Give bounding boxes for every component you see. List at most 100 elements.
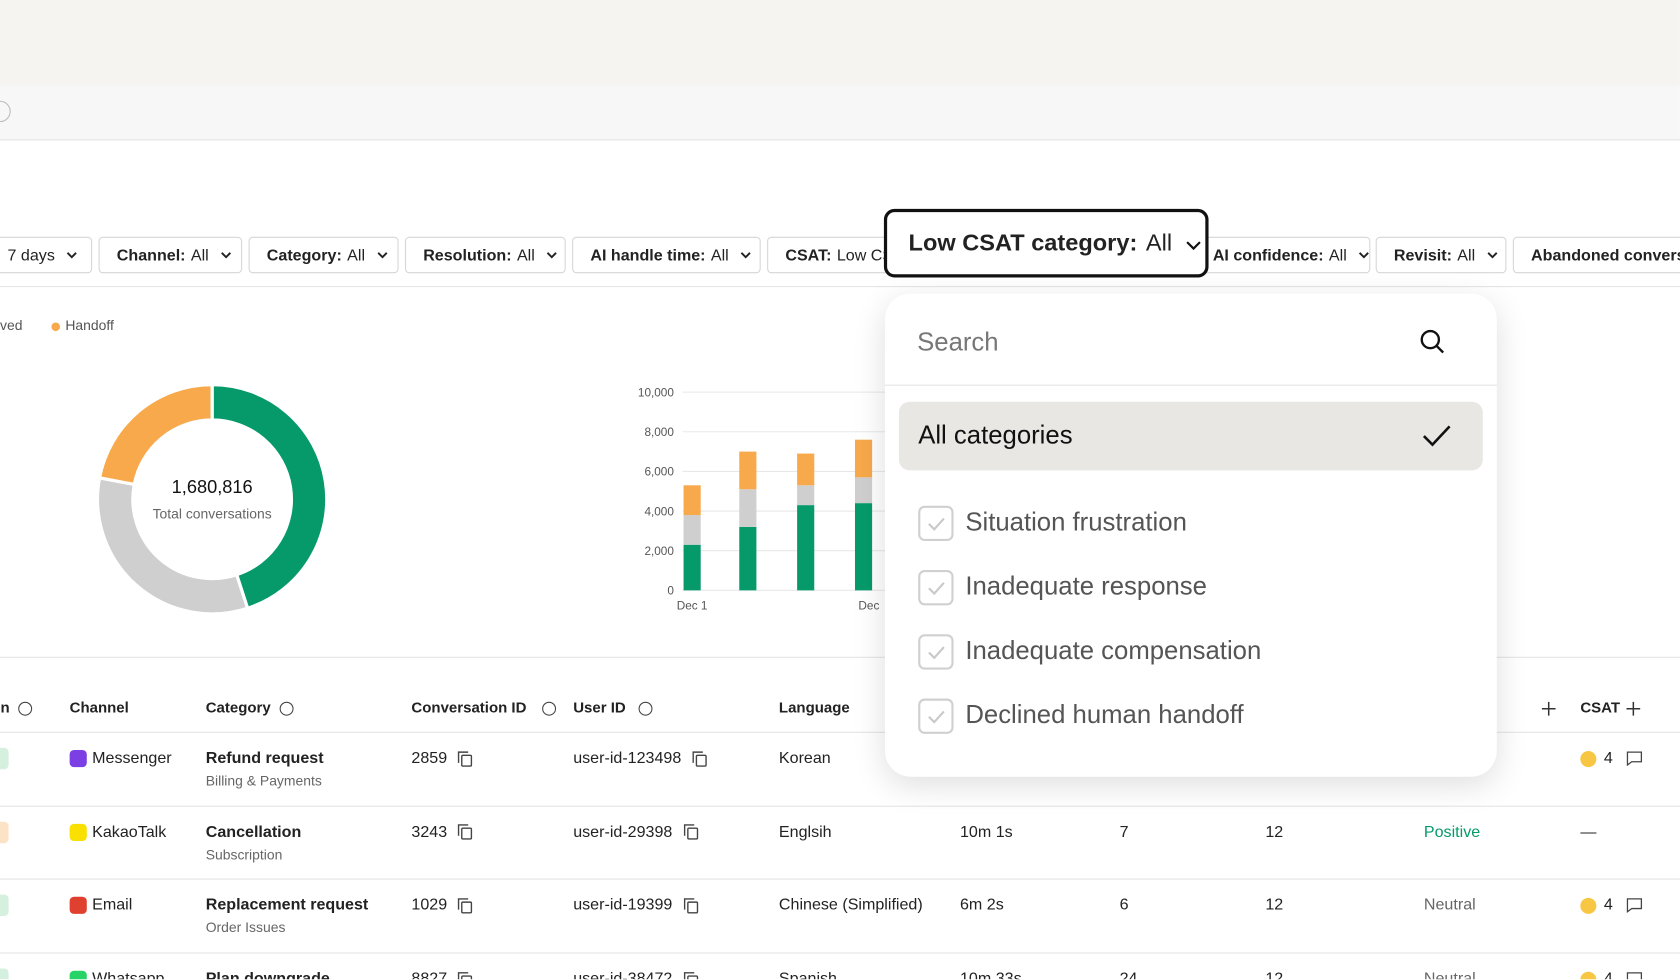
comment-icon[interactable] xyxy=(1627,751,1643,767)
bar-segment xyxy=(797,505,815,591)
donut-total: 1,680,816 xyxy=(172,477,253,497)
copy-icon[interactable] xyxy=(458,750,473,767)
subcategory: Billing & Payments xyxy=(205,772,322,789)
comment-icon[interactable] xyxy=(1627,972,1643,980)
option[interactable]: Declined human handoff xyxy=(885,694,1497,737)
option[interactable]: Inadequate response xyxy=(885,566,1497,609)
check-icon xyxy=(928,646,945,660)
subcategory: Subscription xyxy=(205,846,283,863)
info-icon xyxy=(638,701,653,716)
copy-icon[interactable] xyxy=(683,971,698,980)
legend-label: Resolved xyxy=(0,317,23,334)
low-csat-filter[interactable]: Low CSAT category: All xyxy=(883,208,1209,278)
bar-segment xyxy=(797,453,815,486)
filter-button[interactable]: 7 days xyxy=(0,236,93,274)
search-icon xyxy=(1420,329,1445,354)
charts: 1,680,816 Total conversations 0 2,000 4,000 6… xyxy=(95,383,890,616)
csat-score: — xyxy=(1580,822,1597,841)
conversation-id: 2859 xyxy=(411,748,473,769)
bar-segment xyxy=(854,477,873,504)
cell-text: 8827 xyxy=(411,969,448,980)
donut-caption: Total conversations xyxy=(153,506,272,522)
cell: 24 xyxy=(1119,969,1138,980)
checkbox xyxy=(918,634,954,670)
dropdown-panel: Search All categories Situation frustrat… xyxy=(884,293,1497,777)
option[interactable]: Inadequate compensation xyxy=(885,630,1497,673)
copy-icon[interactable] xyxy=(458,971,473,980)
filter-value: All xyxy=(1457,245,1476,265)
cell: 10m 1s xyxy=(959,822,1013,841)
copy-icon[interactable] xyxy=(458,824,473,840)
option-label: All categories xyxy=(918,421,1073,450)
csat: — xyxy=(1580,821,1596,842)
selected-option[interactable]: All categories xyxy=(898,401,1483,471)
channel: Messenger xyxy=(92,748,172,768)
divider xyxy=(0,656,1680,658)
filter-label: AI confidence: xyxy=(1212,245,1324,265)
cell-text: user-id-19399 xyxy=(573,896,673,915)
add-column[interactable] xyxy=(1626,701,1641,716)
user-id: user-id-19399 xyxy=(573,895,698,916)
cell: 6m 2s xyxy=(959,896,1004,915)
copy-icon[interactable] xyxy=(683,824,698,840)
chevron xyxy=(377,252,388,259)
search-input[interactable]: Search xyxy=(917,327,999,357)
check-icon xyxy=(928,517,945,531)
filter-label: Revisit: xyxy=(1393,245,1452,265)
filter-label: Low CSAT category: xyxy=(908,229,1138,257)
cell-text: 2859 xyxy=(411,748,448,768)
filter-button[interactable]: CSAT:Low CSAT xyxy=(767,236,896,274)
cell: 10m 33s xyxy=(959,969,1022,980)
copy-icon[interactable] xyxy=(683,898,698,914)
chevron xyxy=(546,252,557,259)
row-divider xyxy=(0,878,1680,881)
cell: 6 xyxy=(1119,896,1129,915)
copy-icon[interactable] xyxy=(692,750,707,767)
bar-segment xyxy=(739,526,757,591)
channel-icon xyxy=(69,970,87,980)
column-header: CSAT xyxy=(1580,698,1621,716)
filter-button[interactable]: Revisit: All xyxy=(1375,236,1507,274)
chevron xyxy=(220,252,231,259)
csat-score: 4 xyxy=(1603,969,1613,980)
legend-dot xyxy=(51,322,60,332)
bar-segment xyxy=(854,503,873,591)
category: Plan downgrade xyxy=(205,969,330,980)
add-column[interactable] xyxy=(1541,701,1556,716)
column-header: Conversation ID xyxy=(411,698,527,716)
filter-button[interactable]: Resolution: All xyxy=(404,236,566,274)
filter-button[interactable]: Category: All xyxy=(248,236,399,274)
cell-text: user-id-123498 xyxy=(573,748,682,768)
filter-value: All xyxy=(1328,245,1347,265)
bar-segment xyxy=(854,439,873,478)
donut-slice xyxy=(95,475,250,616)
filter-button[interactable]: Channel: All xyxy=(98,236,243,274)
channel-icon xyxy=(69,823,87,841)
csat-score: 4 xyxy=(1603,748,1613,768)
chevron xyxy=(740,252,751,259)
checkbox xyxy=(918,569,954,606)
bar-segment xyxy=(683,485,701,516)
channel: Email xyxy=(92,896,133,915)
comment-icon[interactable] xyxy=(1627,898,1643,914)
filter-button[interactable]: AI handle time: All xyxy=(572,236,761,274)
chevron xyxy=(67,252,77,259)
copy-icon[interactable] xyxy=(458,898,473,914)
option[interactable]: Situation frustration xyxy=(885,501,1497,544)
filter-label: AI handle time: xyxy=(590,245,706,265)
divider xyxy=(0,286,1680,288)
bar-segment xyxy=(739,451,757,490)
info-icon xyxy=(542,701,557,716)
cell-text: user-id-29398 xyxy=(573,822,673,841)
filter-button[interactable]: Abandoned conversations xyxy=(1512,236,1680,274)
y-tick-label: 0 xyxy=(667,585,674,598)
donut-slice xyxy=(210,383,329,611)
channel-icon xyxy=(69,749,87,768)
filter-button[interactable]: AI confidence: All xyxy=(1194,236,1371,274)
conversation-id: 1029 xyxy=(411,895,473,916)
info-icon xyxy=(18,701,33,716)
cell-text: 1029 xyxy=(411,896,448,915)
cell: 7 xyxy=(1119,822,1129,841)
